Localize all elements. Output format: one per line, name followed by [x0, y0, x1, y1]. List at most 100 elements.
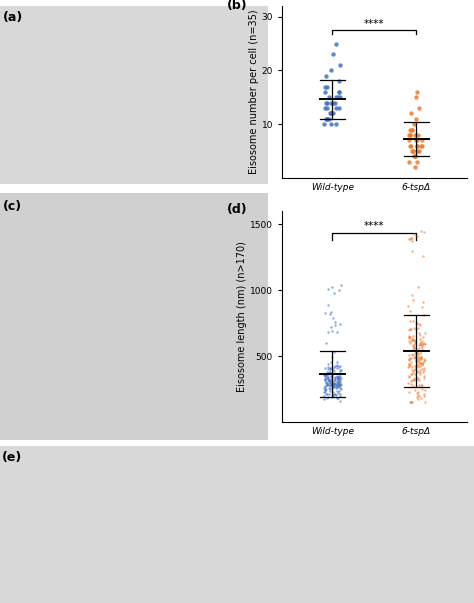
Point	[419, 251, 427, 260]
Point	[324, 373, 331, 383]
Point	[405, 333, 413, 343]
Point	[411, 349, 419, 358]
Point	[332, 391, 339, 400]
Point	[411, 369, 419, 379]
Point	[337, 381, 344, 391]
Point	[321, 308, 328, 318]
Point	[410, 374, 418, 384]
Point	[324, 98, 331, 107]
Point	[337, 379, 345, 389]
Point	[410, 380, 417, 390]
Text: ****: ****	[364, 19, 385, 29]
Point	[324, 376, 331, 386]
Point	[406, 235, 414, 244]
Point	[412, 355, 420, 365]
Point	[419, 332, 427, 342]
Point	[322, 384, 329, 394]
Point	[421, 354, 428, 364]
Point	[325, 374, 332, 384]
Point	[330, 347, 338, 357]
Point	[327, 109, 335, 118]
Point	[334, 357, 341, 367]
Point	[405, 326, 413, 335]
Point	[415, 341, 423, 350]
Point	[413, 348, 420, 358]
Text: ****: ****	[364, 221, 385, 231]
Point	[405, 331, 413, 341]
Point	[406, 130, 414, 140]
Point	[405, 130, 413, 140]
Point	[337, 320, 344, 329]
Point	[405, 354, 412, 364]
Point	[321, 382, 329, 391]
Point	[420, 339, 428, 349]
Point	[409, 247, 416, 256]
Point	[326, 375, 334, 385]
Point	[419, 358, 427, 368]
Point	[409, 346, 416, 355]
Point	[419, 360, 426, 370]
Point	[328, 377, 335, 387]
Point	[321, 385, 328, 395]
Point	[329, 379, 337, 388]
Point	[406, 338, 414, 348]
Point	[405, 235, 412, 244]
Point	[327, 109, 335, 118]
Point	[323, 389, 330, 399]
Point	[326, 364, 333, 374]
Point	[411, 339, 419, 349]
Point	[327, 98, 335, 107]
Point	[416, 365, 424, 374]
Point	[407, 368, 415, 378]
Point	[326, 387, 334, 396]
Point	[327, 368, 334, 377]
Point	[337, 365, 345, 374]
Point	[327, 382, 334, 391]
Point	[324, 392, 332, 402]
Point	[420, 371, 428, 381]
Point	[407, 336, 415, 346]
Point	[320, 371, 328, 380]
Point	[334, 387, 341, 396]
Point	[418, 358, 426, 367]
Point	[335, 77, 343, 86]
Point	[323, 82, 331, 92]
Point	[415, 388, 422, 397]
Point	[337, 380, 344, 390]
Point	[416, 358, 424, 368]
Point	[321, 382, 329, 391]
Point	[322, 377, 330, 387]
Point	[416, 380, 423, 390]
Point	[411, 336, 419, 346]
Point	[332, 384, 340, 393]
Point	[419, 136, 426, 145]
Point	[408, 109, 415, 118]
Point	[410, 344, 418, 354]
Point	[414, 351, 421, 361]
Point	[416, 358, 424, 368]
Point	[323, 380, 331, 390]
Point	[327, 376, 334, 385]
Point	[334, 364, 341, 373]
Point	[412, 114, 419, 124]
Point	[337, 396, 344, 406]
Point	[326, 378, 334, 388]
Point	[420, 373, 428, 383]
Point	[415, 355, 422, 364]
Point	[333, 371, 341, 380]
Point	[409, 349, 416, 359]
Point	[336, 362, 343, 371]
Point	[415, 391, 423, 401]
Point	[337, 60, 344, 70]
Point	[334, 380, 342, 390]
Point	[331, 375, 339, 385]
Point	[415, 329, 422, 338]
Point	[413, 354, 421, 364]
Point	[329, 390, 337, 400]
Text: (b): (b)	[227, 0, 247, 12]
Point	[419, 141, 426, 151]
Point	[329, 381, 337, 391]
Point	[407, 397, 415, 407]
Point	[334, 378, 341, 388]
Point	[418, 364, 426, 374]
